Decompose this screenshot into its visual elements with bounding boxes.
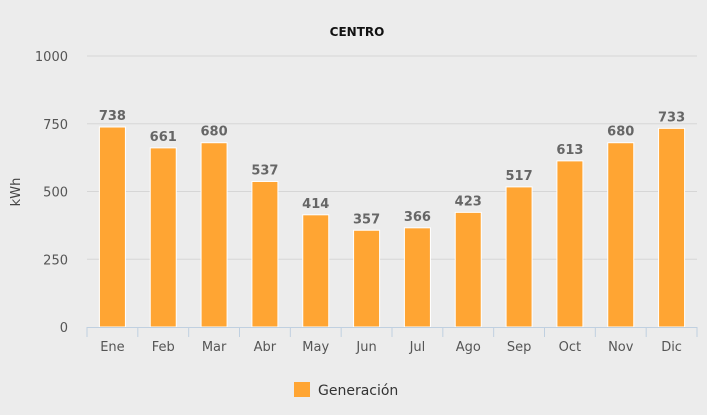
data-label: 738	[99, 109, 126, 124]
x-tick-label: May	[302, 340, 329, 355]
bar-Dic[interactable]	[658, 127, 686, 328]
y-tick-label: 1000	[35, 50, 68, 65]
y-tick-label: 0	[60, 321, 68, 336]
data-label: 357	[353, 212, 380, 227]
legend-label[interactable]: Generación	[318, 383, 398, 399]
y-tick-label: 750	[43, 118, 68, 133]
x-tick-label: Jul	[409, 340, 426, 355]
bar-Abr[interactable]	[251, 180, 279, 328]
y-tick-label: 500	[43, 186, 68, 201]
data-label: 366	[404, 210, 431, 225]
x-tick-label: Mar	[202, 340, 227, 355]
data-label: 613	[556, 143, 583, 158]
x-tick-label: Oct	[559, 340, 581, 355]
bar-Ago[interactable]	[454, 211, 482, 328]
data-label: 733	[658, 110, 685, 125]
legend[interactable]: Generación	[294, 382, 398, 399]
x-tick-label: Sep	[507, 340, 532, 355]
x-tick-label: Abr	[254, 340, 277, 355]
y-tick-label: 250	[43, 253, 68, 268]
bar-Sep[interactable]	[505, 186, 533, 328]
data-label: 414	[302, 197, 329, 212]
x-tick-label: Nov	[608, 340, 634, 355]
bar-Mar[interactable]	[200, 142, 228, 328]
bar-Jun[interactable]	[353, 229, 381, 328]
x-tick-label: Ene	[100, 340, 124, 355]
chart-title: CENTRO	[330, 25, 385, 39]
bar-Jul[interactable]	[403, 227, 431, 328]
data-label: 680	[607, 125, 634, 140]
x-tick-label: Ago	[456, 340, 481, 355]
x-tick-label: Feb	[152, 340, 175, 355]
bar-May[interactable]	[302, 214, 330, 328]
data-label: 517	[506, 169, 533, 184]
data-label: 680	[201, 125, 228, 140]
data-label: 423	[455, 194, 482, 209]
x-tick-label: Jun	[355, 340, 376, 355]
bar-Oct[interactable]	[556, 160, 584, 328]
legend-swatch	[294, 382, 310, 397]
bar-Ene[interactable]	[98, 126, 126, 328]
x-tick-label: Dic	[661, 340, 682, 355]
data-label: 661	[150, 130, 177, 145]
bar-Nov[interactable]	[607, 142, 635, 328]
y-axis-label: kWh	[9, 178, 24, 207]
data-label: 537	[251, 163, 278, 178]
bar-Feb[interactable]	[149, 147, 177, 328]
